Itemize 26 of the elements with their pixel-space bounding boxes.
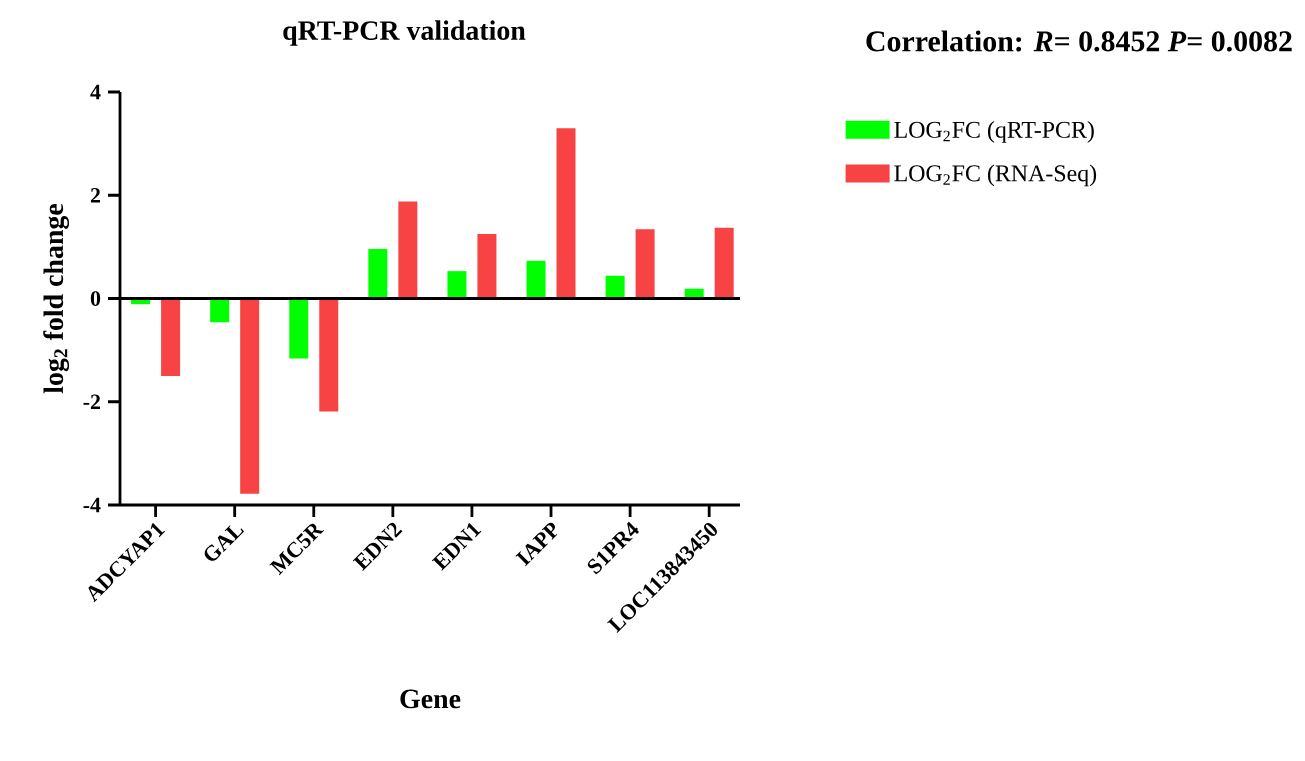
bar [526,260,546,299]
bar [240,298,260,494]
text: Correlation: R= 0.8452 P= 0.0082 [866,30,1292,52]
bar [161,298,181,376]
x-axis-title: Gene [400,689,461,709]
legend-label: LOG$_{2}$FC (RNA-Seq) [894,164,1097,187]
bar [635,229,655,299]
y-tick-label: 0 [90,291,101,306]
bar [477,233,497,299]
bar [319,298,339,412]
y-tick-label: -4 [83,497,101,513]
bar [605,275,625,299]
bar [398,201,418,299]
y-tick-label: 4 [90,84,101,100]
x-tick-label: GAL [204,525,245,561]
y-axis-title: log$_{2}$ fold change [43,204,70,394]
bar [368,248,388,299]
bar [210,298,230,323]
bar [447,271,467,299]
bar [714,227,734,299]
y-tick-label: -2 [83,394,101,410]
y-tick-label: 2 [90,188,101,203]
chart-title: qRT-PCR validation [283,20,526,46]
bar [289,298,309,359]
bar [556,128,576,299]
legend-label: LOG$_{2}$FC (qRT-PCR) [894,121,1094,143]
